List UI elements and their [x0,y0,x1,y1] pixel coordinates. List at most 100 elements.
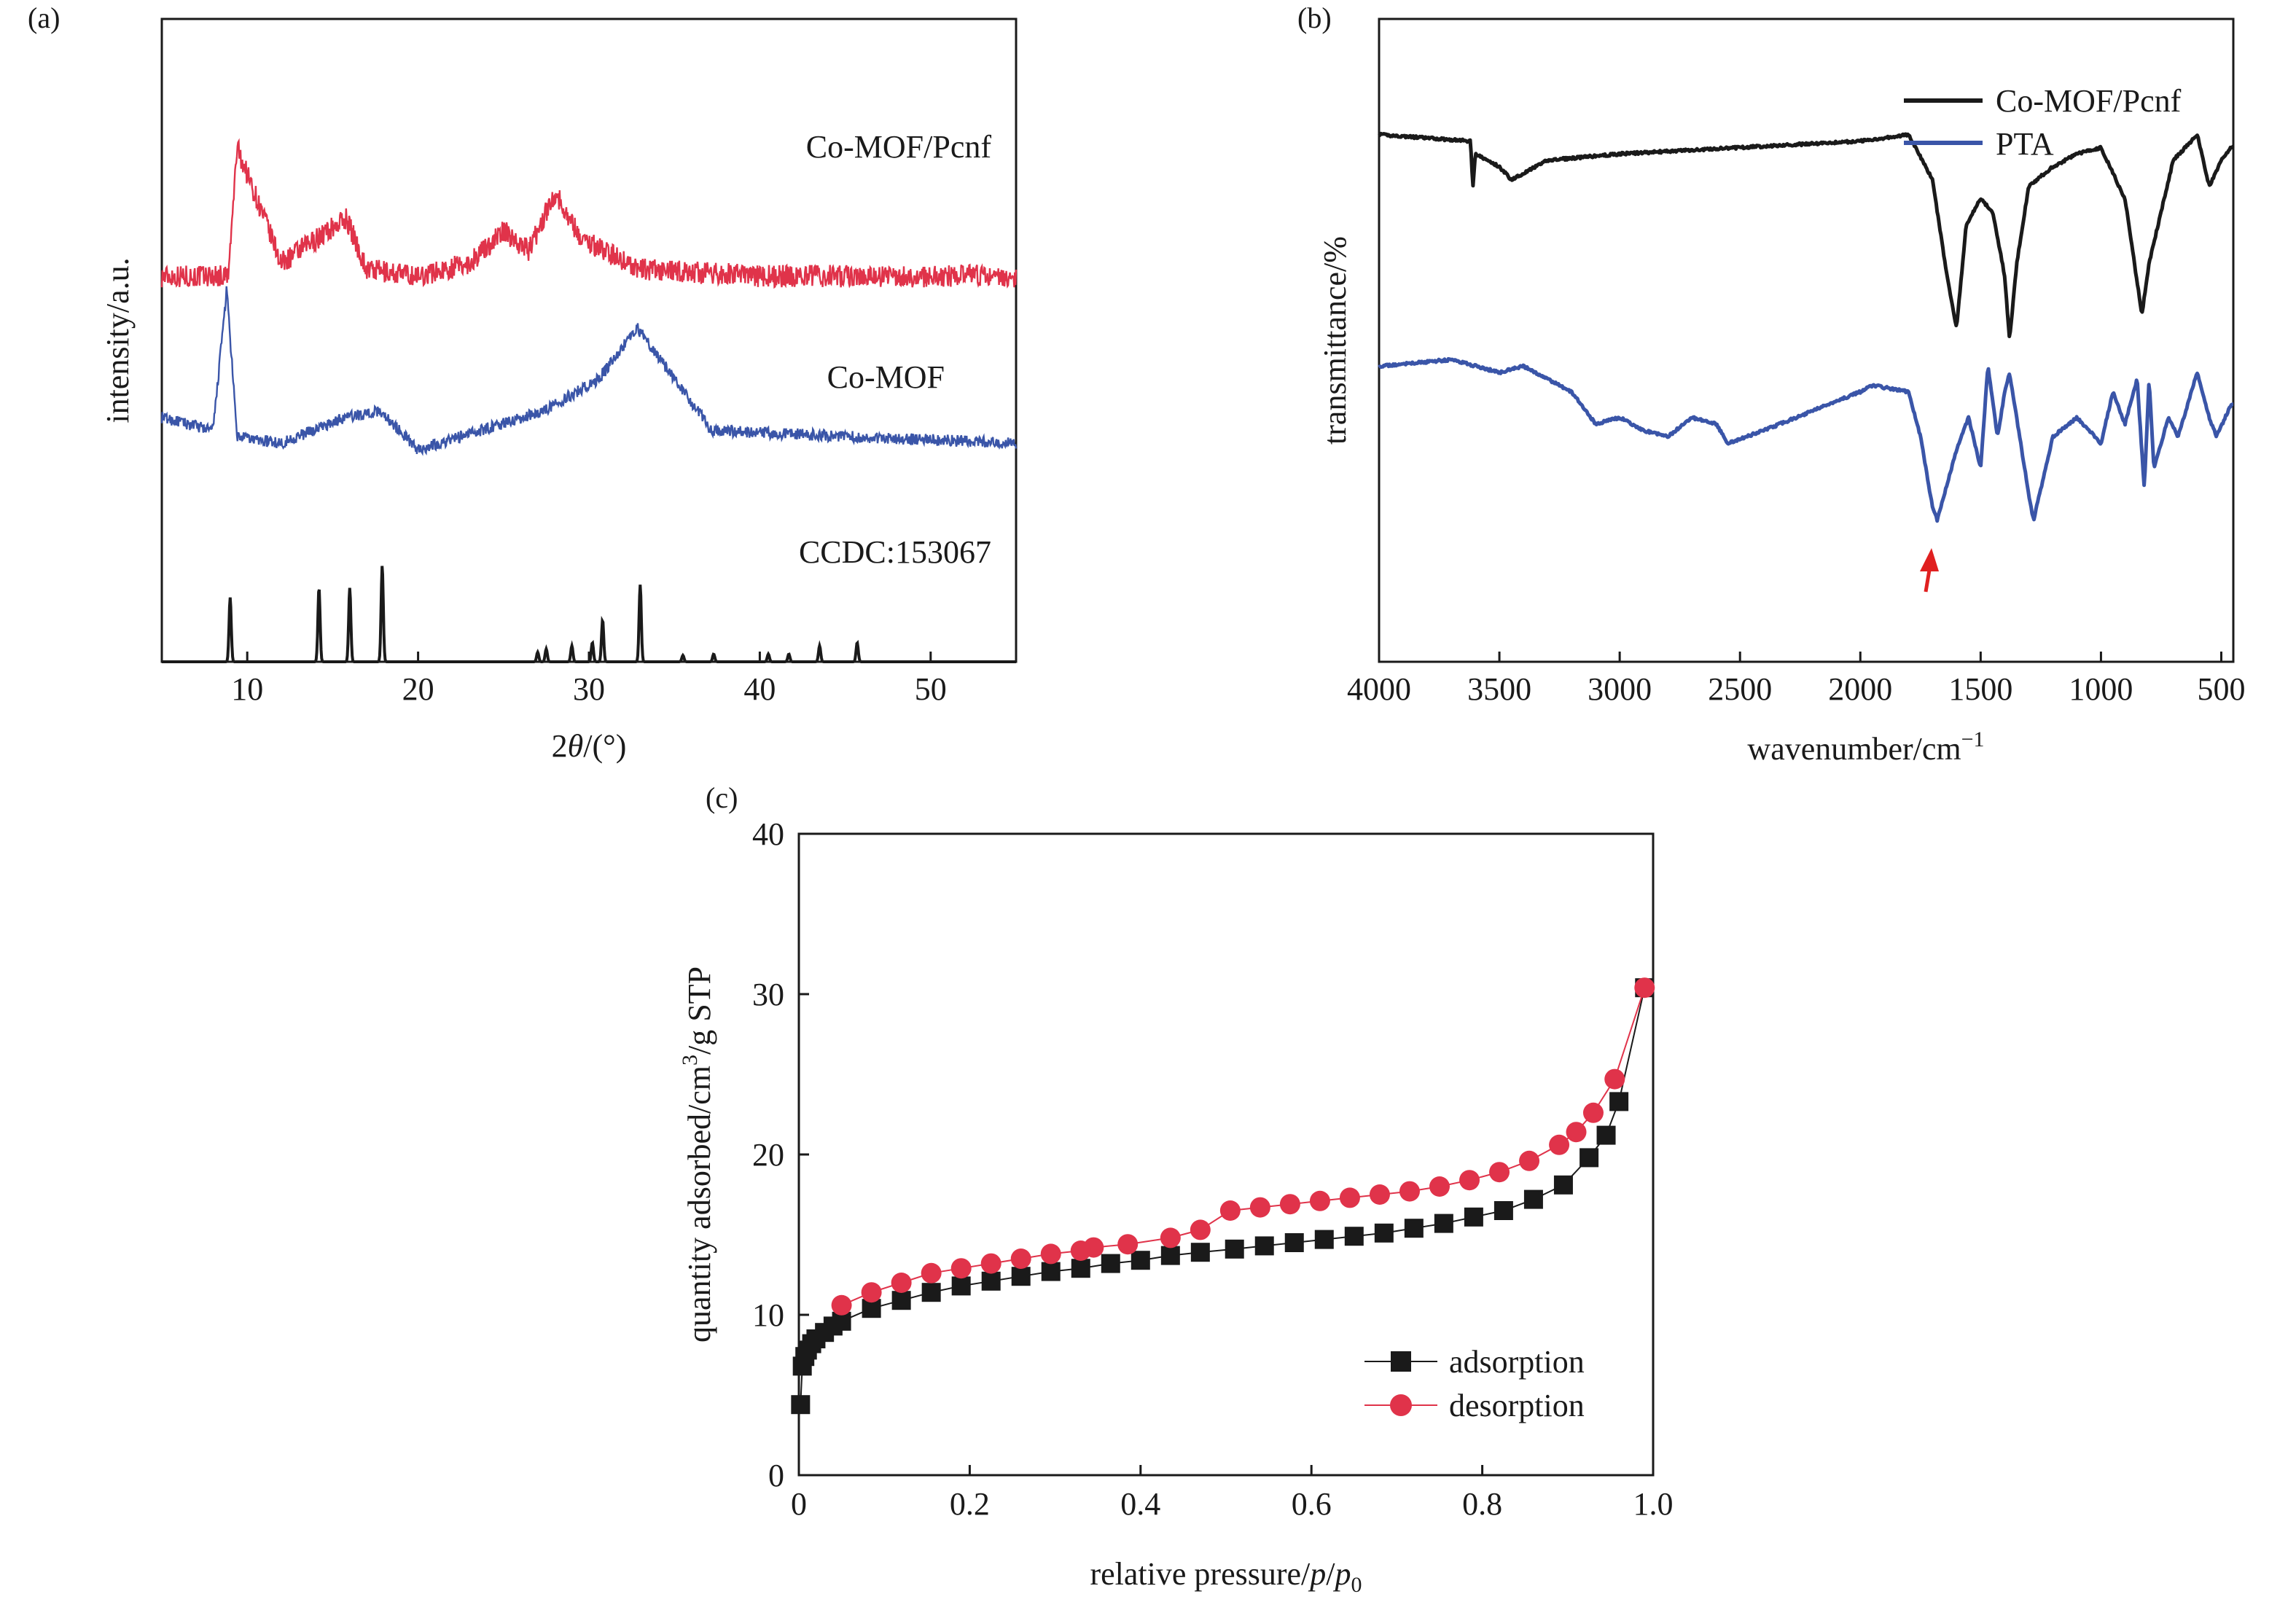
panel-b-xtick-label-0: 4000 [1347,671,1411,707]
panel-c-series [791,977,1655,1415]
panel-b-xticks: 4000 3500 3000 2500 2000 1500 1000 500 [1347,652,2245,707]
desorption-point [1117,1234,1139,1255]
adsorption-point [1434,1214,1453,1233]
desorption-point [1249,1197,1270,1218]
legend-label-co-mof-pcnf: Co-MOF/Pcnf [1996,83,2182,119]
legend-marker-desorption [1390,1394,1412,1416]
adsorption-point [1041,1262,1061,1281]
adsorption-point [1464,1207,1483,1227]
panel-a-xtick-label-1: 20 [402,671,434,707]
panel-c-ytick-label-1: 10 [752,1297,784,1333]
desorption-point [1634,977,1655,999]
panel-b-xlabel-prefix: wavenumber/cm [1747,731,1961,767]
series-label-co-mof-pcnf: Co-MOF/Pcnf [806,129,992,165]
panel-c-ytick-label-2: 20 [752,1137,784,1173]
desorption-point [921,1262,942,1283]
curve-co-mof [160,286,1018,456]
panel-a-xlabel-suffix: /(°) [583,728,626,764]
desorption-point [1399,1181,1420,1202]
curve-co-mof-pcnf-ftir [1378,131,2235,338]
panel-c-xtick-label-5: 1.0 [1633,1486,1674,1522]
desorption-point [1519,1150,1540,1171]
desorption-point [1190,1219,1211,1240]
panel-c-ticks: 0 0.2 0.4 0.6 0.8 1.0 0 10 20 30 40 [752,816,1674,1522]
curve-pta [1378,356,2235,523]
panel-a-xtick-label-0: 10 [231,671,263,707]
desorption-point [1339,1187,1360,1208]
panel-c-ytick-label-4: 40 [752,816,784,852]
adsorption-point [951,1276,971,1296]
legend-label-adsorption: adsorption [1449,1344,1585,1380]
legend-marker-adsorption [1391,1351,1411,1372]
desorption-point [1040,1243,1061,1265]
panel-c: (c) 0 0.2 0.4 0.6 0.8 1.0 0 10 20 30 40 adsorption… [678,781,1674,1597]
red-arrow-head [1920,548,1939,571]
desorption-point [1566,1122,1587,1143]
desorption-point [950,1258,972,1279]
panel-c-xtick-label-0: 0 [791,1486,807,1522]
desorption-point [1309,1190,1330,1211]
panel-b-curves [1378,131,2235,523]
panel-a-ylabel: intensity/a.u. [100,257,136,423]
adsorption-point [1404,1219,1424,1238]
desorption-point [831,1294,852,1316]
panel-b-legend: Co-MOF/Pcnf PTA [1904,83,2182,162]
panel-c-xlabel-mid: / [1326,1556,1335,1592]
adsorption-point [1071,1259,1090,1278]
desorption-point [1010,1248,1031,1269]
adsorption-point [1131,1251,1150,1270]
panel-c-xlabel-sub: 0 [1351,1573,1362,1597]
legend-label-desorption: desorption [1449,1388,1585,1423]
panel-c-ylabel-suffix: /g STP [682,966,717,1055]
panel-b-label: (b) [1297,1,1332,34]
panel-b-xtick-label-7: 500 [2197,671,2245,707]
panel-c-ytick-label-3: 30 [752,977,784,1012]
desorption-point [1070,1240,1091,1261]
panel-b-xtick-label-5: 1500 [1948,671,2012,707]
panel-c-xlabel-symbol2: p [1332,1556,1351,1592]
desorption-point [1369,1184,1390,1205]
curve-ccdc-153067 [162,566,1016,663]
panel-c-ylabel: quantity adsorbed/cm3/g STP [678,966,717,1343]
desorption-point [1279,1194,1300,1215]
desorption-point [980,1253,1001,1274]
panel-c-xtick-label-2: 0.4 [1120,1486,1160,1522]
series-label-ccdc: CCDC:153067 [799,534,991,570]
panel-c-xtick-label-1: 0.2 [950,1486,990,1522]
panel-b-xtick-label-1: 3500 [1467,671,1531,707]
adsorption-point [1284,1233,1304,1252]
panel-b-xtick-label-6: 1000 [2069,671,2133,707]
panel-c-xlabel: relative pressure/p/p0 [1090,1556,1362,1597]
panel-a-xlabel: 2θ/(°) [552,728,627,764]
adsorption-point [1314,1230,1334,1249]
curve-co-mof-pcnf [160,138,1018,289]
adsorption-point [1011,1267,1031,1286]
adsorption-point [1493,1201,1513,1220]
adsorption-point [1160,1246,1180,1265]
panel-a: (a) 10 20 30 40 50 Co-MOF/Pcnf Co-MOF CCDC:1… [28,1,1018,764]
panel-a-label: (a) [28,1,60,34]
panel-b-xtick-label-4: 2000 [1828,671,1892,707]
desorption-point [1160,1227,1181,1248]
adsorption-point [1254,1236,1274,1256]
panel-b-xlabel-sup: −1 [1961,727,1985,751]
panel-a-xtick-label-2: 30 [573,671,605,707]
panel-a-xlabel-prefix: 2 [552,728,568,764]
panel-a-xticks: 10 20 30 40 50 [231,652,947,707]
desorption-point [1429,1176,1450,1197]
panel-b-xlabel: wavenumber/cm−1 [1747,727,1984,767]
panel-c-ylabel-sup: 3 [678,1055,702,1066]
panel-c-xtick-label-4: 0.8 [1462,1486,1502,1522]
adsorption-point [891,1291,911,1310]
panel-b-ylabel: transmittance/% [1317,236,1353,445]
adsorption-point [1596,1125,1616,1145]
desorption-point [1219,1200,1241,1221]
adsorption-point [1225,1239,1244,1259]
desorption-point [1582,1102,1604,1123]
panel-b-frame [1378,17,2235,663]
adsorption-point [1344,1227,1364,1246]
panel-c-xlabel-prefix: relative pressure/ [1090,1556,1311,1592]
adsorption-point [921,1283,941,1302]
panel-c-label: (c) [706,781,738,814]
panel-c-xtick-label-3: 0.6 [1292,1486,1332,1522]
